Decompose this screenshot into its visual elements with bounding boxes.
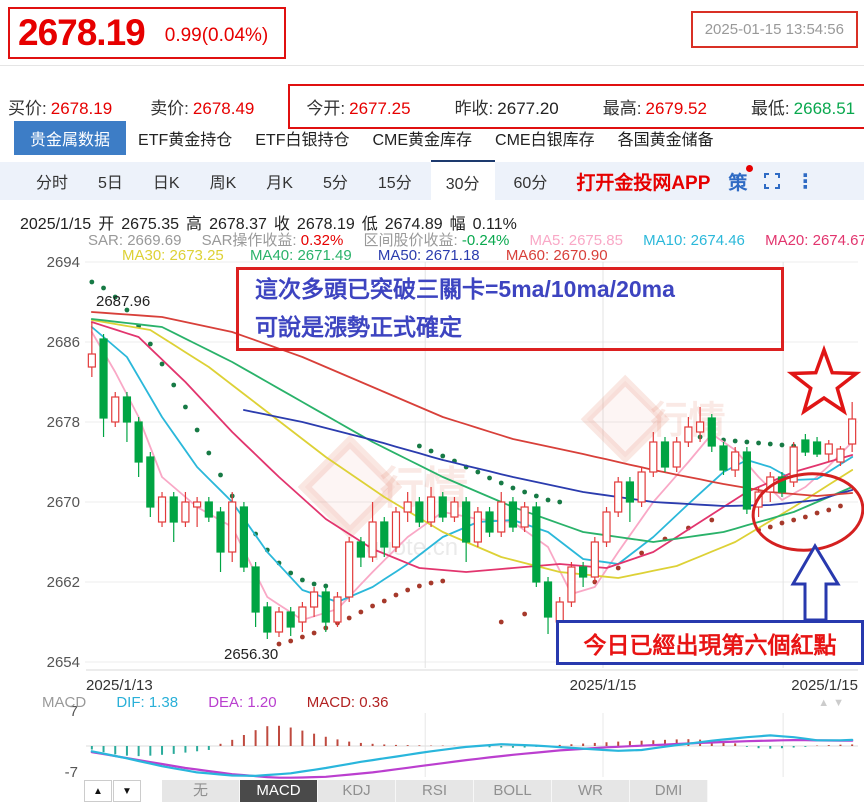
macd-scroll-down-icon: ▼ bbox=[833, 697, 848, 709]
tf-tab-30min[interactable]: 30分 bbox=[430, 160, 495, 202]
svg-text:2686: 2686 bbox=[47, 334, 80, 351]
svg-text:quote.cn: quote.cn bbox=[366, 534, 458, 561]
svg-text:-7: -7 bbox=[65, 764, 78, 781]
ma5-value: MA5: 2675.85 bbox=[529, 232, 623, 249]
svg-text:2025/1/15: 2025/1/15 bbox=[570, 677, 637, 694]
ohlc-highlight-box: 今开: 2677.25 昨收: 2677.20 最高: 2679.52 最低: 2668… bbox=[288, 84, 864, 129]
star-icon bbox=[786, 344, 862, 416]
timeframe-bar: 分时 5日 日K 周K 月K 5分 15分 30分 60分 打开金投网APP 策… bbox=[0, 160, 864, 202]
open-price: 今开: 2677.25 bbox=[306, 99, 411, 118]
sar-return: SAR操作收益: 0.32% bbox=[201, 232, 344, 249]
nav-tab-etf-gold[interactable]: ETF黄金持仓 bbox=[138, 132, 233, 149]
ma60-value: MA60: 2670.90 bbox=[505, 247, 608, 264]
tf-tab-60min[interactable]: 60分 bbox=[513, 175, 548, 192]
more-menu-icon[interactable]: ⋮ bbox=[795, 170, 816, 193]
bar-ohlc-readout: 2025/1/15 开 2675.35 高 2678.37 收 2678.19 低 2674.8… bbox=[20, 216, 517, 233]
fullscreen-icon[interactable] bbox=[763, 172, 781, 190]
scroll-down-button[interactable]: ▼ bbox=[113, 780, 141, 802]
indicator-tab-rsi[interactable]: RSI bbox=[396, 780, 474, 802]
peak-price-label: 2687.96 bbox=[96, 293, 151, 310]
nav-tab-cme-silver[interactable]: CME白银库存 bbox=[495, 132, 595, 149]
tf-tab-monthly[interactable]: 月K bbox=[266, 175, 293, 192]
price-box: 2678.19 0.99(0.04%) bbox=[8, 7, 287, 59]
svg-text:2654: 2654 bbox=[47, 654, 80, 671]
ma-readout-2: MA30: 2673.25 MA40: 2671.49 MA50: 2671.1… bbox=[122, 247, 630, 264]
svg-text:2025/1/13: 2025/1/13 bbox=[86, 677, 153, 694]
indicator-tab-kdj[interactable]: KDJ bbox=[318, 780, 396, 802]
svg-text:2025/1/15: 2025/1/15 bbox=[791, 677, 858, 694]
svg-text:2694: 2694 bbox=[47, 254, 80, 271]
sar-value: SAR: 2669.69 bbox=[88, 232, 182, 249]
indicator-tab-wr[interactable]: WR bbox=[552, 780, 630, 802]
annotation-box-breakout: 這次多頭已突破三關卡=5ma/10ma/20ma 可說是漲勢正式確定 bbox=[236, 267, 784, 351]
macd-readout: MACD DIF: 1.38 DEA: 1.20 MACD: 0.36 bbox=[42, 694, 414, 711]
tf-tab-5min[interactable]: 5分 bbox=[322, 175, 348, 192]
low-price: 最低: 2668.51 bbox=[750, 99, 856, 118]
ma50-value: MA50: 2671.18 bbox=[377, 247, 480, 264]
tf-tab-weekly[interactable]: 周K bbox=[209, 175, 237, 192]
range-return: 区间股价收益: -0.24% bbox=[363, 232, 510, 249]
quote-row: 买价: 2678.19 卖价: 2678.49 今开: 2677.25 昨收: 2677… bbox=[8, 84, 864, 129]
indicator-tab-boll[interactable]: BOLL bbox=[474, 780, 552, 802]
annotation-box-red-dots: 今日已經出現第六個紅點 bbox=[556, 620, 864, 665]
indicator-tab-none[interactable]: 无 bbox=[162, 780, 240, 802]
indicator-bottom-bar: ▲ ▼ 无 MACD KDJ RSI BOLL WR DMI bbox=[84, 780, 708, 802]
nav-tab-precious-metal-data[interactable]: 贵金属数据 bbox=[14, 121, 127, 155]
nav-tab-etf-silver[interactable]: ETF白银持仓 bbox=[255, 132, 350, 149]
ask-price: 卖价: 2678.49 bbox=[150, 99, 255, 118]
indicator-tabs: 无 MACD KDJ RSI BOLL WR DMI bbox=[162, 780, 708, 802]
svg-text:2662: 2662 bbox=[47, 574, 80, 591]
sar-ma-readout: SAR: 2669.69 SAR操作收益: 0.32% 区间股价收益: -0.2… bbox=[88, 229, 864, 250]
prev-close-price: 昨收: 2677.20 bbox=[454, 99, 559, 118]
ma20-value: MA20: 2674.67 bbox=[765, 232, 864, 249]
timestamp: 2025-01-15 13:54:56 bbox=[690, 11, 858, 48]
svg-text:2670: 2670 bbox=[47, 494, 80, 511]
nav-tab-country-reserves[interactable]: 各国黄金储备 bbox=[617, 132, 714, 149]
macd-scroll-up-icon: ▲ bbox=[818, 697, 834, 709]
ma30-value: MA30: 2673.25 bbox=[122, 247, 224, 264]
header-divider bbox=[0, 65, 864, 66]
open-app-link[interactable]: 打开金投网APP bbox=[576, 172, 711, 194]
tf-tab-5day[interactable]: 5日 bbox=[98, 175, 123, 192]
tf-tab-daily[interactable]: 日K bbox=[152, 175, 180, 192]
data-nav-tabs: 贵金属数据 ETF黄金持仓 ETF白银持仓 CME黄金库存 CME白银库存 各国… bbox=[14, 121, 726, 155]
tf-tab-timeline[interactable]: 分时 bbox=[36, 175, 69, 192]
low-price-label: 2656.30 bbox=[224, 646, 279, 663]
indicator-tab-macd[interactable]: MACD bbox=[240, 780, 318, 802]
svg-text:2678: 2678 bbox=[47, 414, 80, 431]
macd-panel-title: MACD bbox=[42, 694, 87, 711]
notification-dot-icon bbox=[746, 164, 754, 172]
dea-value: DEA: 1.20 bbox=[208, 694, 277, 711]
high-price: 最高: 2679.52 bbox=[602, 99, 707, 118]
nav-tab-cme-gold[interactable]: CME黄金库存 bbox=[372, 132, 473, 149]
current-price: 2678.19 bbox=[18, 12, 146, 53]
dif-value: DIF: 1.38 bbox=[116, 694, 179, 711]
tf-tab-15min[interactable]: 15分 bbox=[377, 175, 412, 192]
macd-value: MACD: 0.36 bbox=[306, 694, 389, 711]
strategy-icon[interactable]: 策 bbox=[728, 164, 754, 195]
ma40-value: MA40: 2671.49 bbox=[249, 247, 352, 264]
ma10-value: MA10: 2674.46 bbox=[643, 232, 745, 249]
bid-price: 买价: 2678.19 bbox=[8, 99, 113, 118]
indicator-tab-dmi[interactable]: DMI bbox=[630, 780, 708, 802]
price-change: 0.99(0.04%) bbox=[164, 25, 269, 46]
scroll-up-button[interactable]: ▲ bbox=[84, 780, 112, 802]
macd-scroll-icons[interactable]: ▲▼ bbox=[818, 697, 848, 709]
svg-text:7: 7 bbox=[70, 703, 78, 720]
up-arrow bbox=[790, 543, 841, 622]
